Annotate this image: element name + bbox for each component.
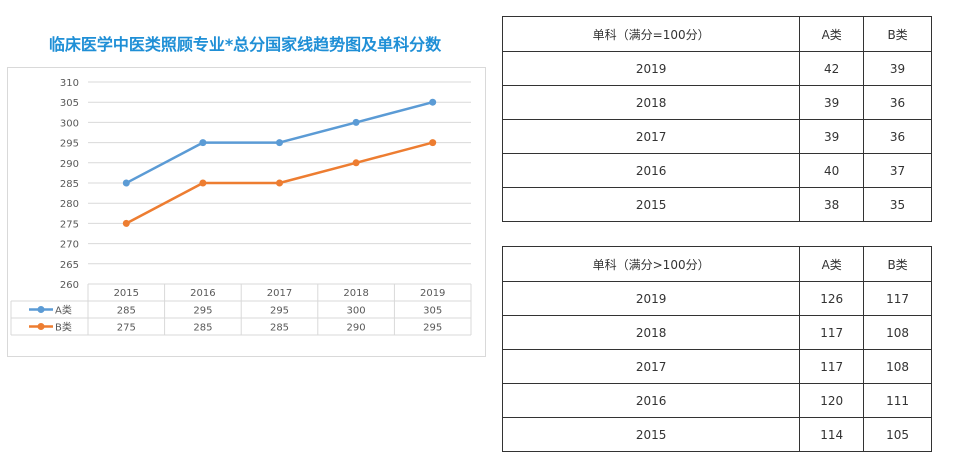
data-point xyxy=(122,219,130,227)
cell-b: 117 xyxy=(863,281,932,316)
data-table-value: 295 xyxy=(270,306,289,317)
data-table-value: 295 xyxy=(423,323,442,334)
legend-key-marker xyxy=(37,323,45,330)
x-tick-label: 2017 xyxy=(267,288,292,299)
cell-year: 2016 xyxy=(501,153,801,188)
cell-year: 2019 xyxy=(501,281,801,316)
y-tick-label: 265 xyxy=(60,260,79,271)
cell-a: 39 xyxy=(799,119,865,154)
data-table-value: 290 xyxy=(347,323,366,334)
cell-a: 126 xyxy=(799,281,865,316)
data-point xyxy=(352,159,360,167)
y-tick-label: 310 xyxy=(60,78,79,89)
table-row: 2018 117 108 xyxy=(501,315,932,350)
data-table-value: 300 xyxy=(347,306,366,317)
table-row: 2015 38 35 xyxy=(501,187,932,222)
data-table-value: 285 xyxy=(193,323,212,334)
header-subject: 单科（满分>100分） xyxy=(501,246,801,282)
header-a: A类 xyxy=(799,16,865,52)
data-point xyxy=(429,139,437,147)
header-a: A类 xyxy=(799,246,865,282)
y-tick-label: 280 xyxy=(60,199,79,210)
data-point xyxy=(199,179,207,187)
data-point xyxy=(429,98,437,106)
x-tick-label: 2016 xyxy=(190,288,215,299)
table-row: 2016 120 111 xyxy=(501,383,932,418)
y-tick-label: 260 xyxy=(60,280,79,291)
cell-a: 114 xyxy=(799,417,865,452)
y-tick-label: 290 xyxy=(60,159,79,170)
cell-a: 42 xyxy=(799,51,865,86)
cell-year: 2016 xyxy=(501,383,801,418)
cell-a: 117 xyxy=(799,349,865,384)
cell-year: 2017 xyxy=(501,119,801,154)
data-point xyxy=(199,139,207,147)
data-point xyxy=(276,179,283,187)
cell-a: 39 xyxy=(799,85,865,120)
legend-entry: A类 xyxy=(55,304,72,317)
cell-year: 2017 xyxy=(501,349,801,384)
chart-frame xyxy=(7,67,486,357)
cell-b: 108 xyxy=(863,349,932,384)
cell-year: 2015 xyxy=(501,187,801,222)
legend-entry: B类 xyxy=(55,321,72,334)
cell-year: 2015 xyxy=(501,417,801,452)
table-row: 2018 39 36 xyxy=(501,85,932,120)
table-row: 2019 42 39 xyxy=(501,51,932,86)
chart-title: 临床医学中医类照顾专业*总分国家线趋势图及单科分数 xyxy=(48,35,442,54)
table-row: 2019 126 117 xyxy=(501,281,932,316)
cell-a: 120 xyxy=(799,383,865,418)
cell-a: 40 xyxy=(799,153,865,188)
cell-a: 117 xyxy=(799,315,865,350)
y-tick-label: 285 xyxy=(60,179,79,190)
data-point xyxy=(276,139,283,147)
table-header-row: 单科（满分>100分） A类 B类 xyxy=(501,246,932,282)
cell-b: 36 xyxy=(863,85,932,120)
y-tick-label: 270 xyxy=(60,240,79,251)
x-tick-label: 2019 xyxy=(420,288,445,299)
cell-year: 2018 xyxy=(501,315,801,350)
x-tick-label: 2018 xyxy=(343,288,368,299)
y-tick-label: 275 xyxy=(60,219,79,230)
y-tick-label: 295 xyxy=(60,139,79,150)
legend-key-marker xyxy=(37,306,45,313)
line-chart: 260 265 270 275 280 285 290 295 300 305 310 2015 201… xyxy=(10,78,472,336)
table-row: 2015 114 105 xyxy=(501,417,932,452)
cell-b: 36 xyxy=(863,119,932,154)
cell-year: 2018 xyxy=(501,85,801,120)
data-point xyxy=(352,118,360,126)
y-tick-label: 305 xyxy=(60,98,79,109)
cell-b: 37 xyxy=(863,153,932,188)
data-table-value: 285 xyxy=(117,306,136,317)
single-subject-table-over-100: 单科（满分>100分） A类 B类 2019 126 117 2018 117 … xyxy=(501,246,932,452)
single-subject-table-100: 单科（满分=100分） A类 B类 2019 42 39 2018 39 36 … xyxy=(501,16,932,222)
header-b: B类 xyxy=(863,246,932,282)
cell-b: 108 xyxy=(863,315,932,350)
data-table-value: 285 xyxy=(270,323,289,334)
cell-b: 105 xyxy=(863,417,932,452)
cell-a: 38 xyxy=(799,187,865,222)
data-table-value: 275 xyxy=(117,323,136,334)
x-tick-label: 2015 xyxy=(114,288,139,299)
table-row: 2017 117 108 xyxy=(501,349,932,384)
cell-b: 35 xyxy=(863,187,932,222)
y-tick-label: 300 xyxy=(60,118,79,129)
data-point xyxy=(122,179,130,187)
data-table-value: 295 xyxy=(193,306,212,317)
header-subject: 单科（满分=100分） xyxy=(501,16,801,52)
data-table-value: 305 xyxy=(423,306,442,317)
header-b: B类 xyxy=(863,16,932,52)
cell-year: 2019 xyxy=(501,51,801,86)
cell-b: 39 xyxy=(863,51,932,86)
table-header-row: 单科（满分=100分） A类 B类 xyxy=(501,16,932,52)
table-row: 2016 40 37 xyxy=(501,153,932,188)
cell-b: 111 xyxy=(863,383,932,418)
table-row: 2017 39 36 xyxy=(501,119,932,154)
